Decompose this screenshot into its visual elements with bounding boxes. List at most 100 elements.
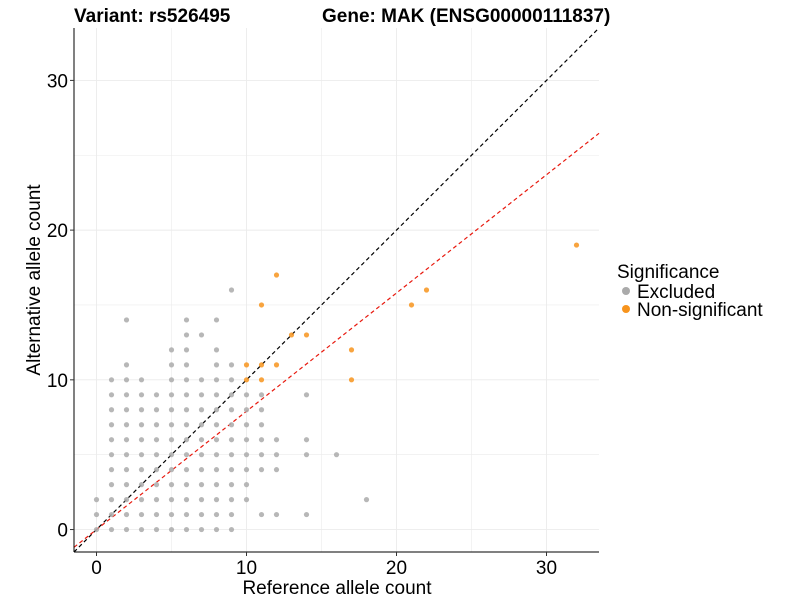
point-excluded xyxy=(228,452,235,458)
point-excluded xyxy=(213,392,220,398)
point-excluded xyxy=(168,362,175,368)
point-excluded xyxy=(108,497,115,503)
point-excluded xyxy=(213,317,220,323)
point-non-significant xyxy=(288,332,295,338)
title-gene: Gene: MAK (ENSG00000111837) xyxy=(322,6,610,27)
point-excluded xyxy=(138,407,145,413)
legend-label-excluded: Excluded xyxy=(637,282,715,303)
point-excluded xyxy=(228,422,235,428)
point-excluded xyxy=(273,467,280,473)
point-excluded xyxy=(243,437,250,443)
point-excluded xyxy=(138,392,145,398)
point-excluded xyxy=(303,437,310,443)
point-excluded xyxy=(138,526,145,533)
point-excluded xyxy=(153,482,160,488)
point-excluded xyxy=(123,497,130,503)
point-excluded xyxy=(123,526,130,533)
x-axis-title: Reference allele count xyxy=(242,578,432,599)
point-excluded xyxy=(183,467,190,473)
point-excluded xyxy=(123,362,130,368)
point-non-significant xyxy=(348,347,355,353)
point-excluded xyxy=(258,422,265,428)
point-excluded xyxy=(123,511,130,518)
point-excluded xyxy=(168,497,175,503)
point-excluded xyxy=(213,482,220,488)
point-excluded xyxy=(243,452,250,458)
point-non-significant xyxy=(348,377,355,383)
point-excluded xyxy=(198,437,205,443)
point-excluded xyxy=(213,437,220,443)
point-excluded xyxy=(228,526,235,533)
y-tick-label: 10 xyxy=(47,371,68,392)
point-non-significant xyxy=(273,272,280,278)
point-excluded xyxy=(168,526,175,533)
point-excluded xyxy=(138,497,145,503)
point-non-significant xyxy=(423,287,430,293)
point-excluded xyxy=(213,422,220,428)
y-tick-label: 20 xyxy=(47,221,68,242)
point-excluded xyxy=(228,377,235,383)
point-excluded xyxy=(168,511,175,518)
point-excluded xyxy=(108,392,115,398)
point-excluded xyxy=(228,511,235,518)
point-excluded xyxy=(198,467,205,473)
point-non-significant xyxy=(258,362,265,368)
point-excluded xyxy=(258,467,265,473)
legend-label-non-significant: Non-significant xyxy=(637,300,763,321)
point-excluded xyxy=(153,437,160,443)
point-excluded xyxy=(228,482,235,488)
legend-dot-excluded xyxy=(622,287,630,295)
point-excluded xyxy=(213,497,220,503)
point-excluded xyxy=(213,467,220,473)
point-excluded xyxy=(108,511,115,518)
point-excluded xyxy=(273,511,280,518)
y-tick-label: 30 xyxy=(47,71,68,92)
point-excluded xyxy=(243,482,250,488)
point-excluded xyxy=(93,511,100,518)
point-excluded xyxy=(123,377,130,383)
point-excluded xyxy=(228,362,235,368)
point-excluded xyxy=(168,377,175,383)
point-non-significant xyxy=(303,332,310,338)
point-excluded xyxy=(258,392,265,398)
y-axis-title: Alternative allele count xyxy=(24,184,45,376)
point-excluded xyxy=(183,422,190,428)
x-tick-label: 10 xyxy=(236,558,257,579)
point-excluded xyxy=(363,497,370,503)
point-excluded xyxy=(198,377,205,383)
point-non-significant xyxy=(258,377,265,383)
point-excluded xyxy=(108,437,115,443)
point-excluded xyxy=(183,377,190,383)
point-excluded xyxy=(183,452,190,458)
axes: 0 10 20 30 0 10 20 30 xyxy=(47,28,599,579)
point-excluded xyxy=(153,452,160,458)
point-non-significant xyxy=(408,302,415,308)
point-excluded xyxy=(213,362,220,368)
point-excluded xyxy=(123,452,130,458)
point-excluded xyxy=(243,467,250,473)
point-excluded xyxy=(303,392,310,398)
point-excluded xyxy=(123,407,130,413)
point-excluded xyxy=(258,511,265,518)
point-excluded xyxy=(198,332,205,338)
point-excluded xyxy=(183,407,190,413)
point-excluded xyxy=(168,422,175,428)
x-tick-label: 30 xyxy=(536,558,557,579)
point-excluded xyxy=(183,497,190,503)
point-excluded xyxy=(108,526,115,533)
x-tick-label: 0 xyxy=(91,558,102,579)
point-excluded xyxy=(108,452,115,458)
point-excluded xyxy=(168,452,175,458)
reference-line-identity xyxy=(73,27,600,553)
point-excluded xyxy=(138,422,145,428)
point-excluded xyxy=(153,497,160,503)
point-excluded xyxy=(228,407,235,413)
point-excluded xyxy=(93,497,100,503)
x-tick-label: 20 xyxy=(386,558,407,579)
point-excluded xyxy=(243,497,250,503)
point-excluded xyxy=(153,392,160,398)
point-excluded xyxy=(213,511,220,518)
point-excluded xyxy=(138,377,145,383)
point-excluded xyxy=(183,526,190,533)
point-excluded xyxy=(228,467,235,473)
